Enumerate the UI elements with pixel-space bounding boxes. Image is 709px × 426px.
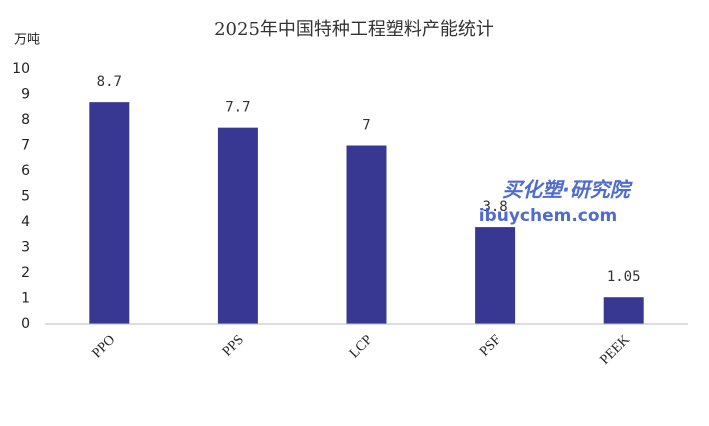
x-tick-label: PPS [220,332,247,359]
x-tick-label: PPO [90,332,119,361]
x-tick-label: LCP [347,332,376,361]
watermark: 买化塑·研究院 [502,178,634,202]
y-tick-label: 4 [21,214,30,230]
bar [603,297,644,324]
bar [346,145,387,324]
y-tick-label: 10 [12,61,30,77]
y-tick-label: 0 [21,316,30,332]
y-axis-label: 万吨 [14,33,40,48]
watermark: ibuychem.com [479,206,618,226]
y-tick-label: 9 [21,87,30,103]
value-label: 3.8 [482,199,507,215]
x-tick-label: PSF [477,332,504,359]
bar [89,102,130,325]
value-label: 7.7 [225,100,250,116]
y-tick-label: 3 [21,240,30,256]
y-tick-label: 6 [21,163,30,179]
value-label: 1.05 [607,269,641,285]
bar [217,127,258,325]
y-tick-label: 1 [21,291,30,307]
value-label: 7 [362,118,370,134]
y-tick-label: 8 [21,112,30,128]
y-tick-label: 5 [21,189,30,205]
bar [475,227,516,324]
chart-title: 2025年中国特种工程塑料产能统计 [214,19,494,40]
y-tick-label: 2 [21,265,30,281]
x-tick-label: PEEK [597,332,632,367]
y-tick-label: 7 [21,138,30,154]
value-label: 8.7 [97,74,122,90]
